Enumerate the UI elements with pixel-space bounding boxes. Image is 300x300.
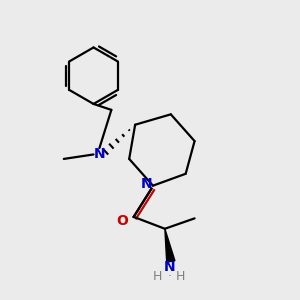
Text: N: N bbox=[164, 260, 175, 274]
Text: N: N bbox=[141, 177, 153, 191]
Text: H: H bbox=[176, 270, 185, 284]
Text: H: H bbox=[153, 270, 162, 284]
Text: N: N bbox=[94, 148, 105, 161]
Polygon shape bbox=[165, 229, 175, 262]
Text: O: O bbox=[116, 214, 128, 228]
Text: ·: · bbox=[167, 270, 171, 284]
